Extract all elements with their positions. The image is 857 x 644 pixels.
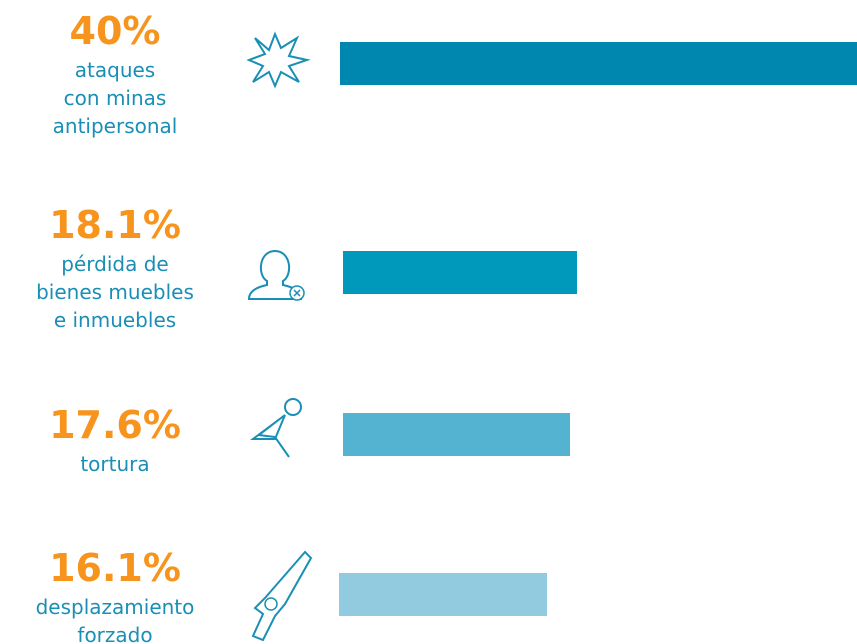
label-block: 18.1% pérdida de bienes muebles e inmuebl… bbox=[0, 200, 230, 334]
percent-label: 16.1% bbox=[49, 546, 181, 590]
explosion-icon bbox=[246, 31, 311, 89]
label-block: 40% ataques con minas antipersonal bbox=[0, 6, 230, 140]
torture-icon bbox=[250, 398, 302, 458]
percent-label: 40% bbox=[69, 9, 161, 53]
bar bbox=[340, 42, 857, 85]
bar bbox=[343, 251, 577, 294]
percent-label: 18.1% bbox=[49, 203, 181, 247]
category-label: tortura bbox=[80, 452, 150, 476]
person-icon bbox=[247, 249, 305, 301]
label-block: 16.1% desplazamiento forzado bbox=[0, 543, 230, 644]
bar bbox=[339, 573, 548, 616]
category-label: ataques con minas antipersonal bbox=[52, 58, 178, 138]
label-block: 17.6% tortura bbox=[0, 400, 230, 478]
category-label: desplazamiento forzado bbox=[35, 595, 195, 644]
percent-label: 17.6% bbox=[49, 403, 181, 447]
bar bbox=[343, 413, 571, 456]
revolver-icon bbox=[251, 550, 313, 642]
category-label: pérdida de bienes muebles e inmuebles bbox=[36, 252, 194, 332]
